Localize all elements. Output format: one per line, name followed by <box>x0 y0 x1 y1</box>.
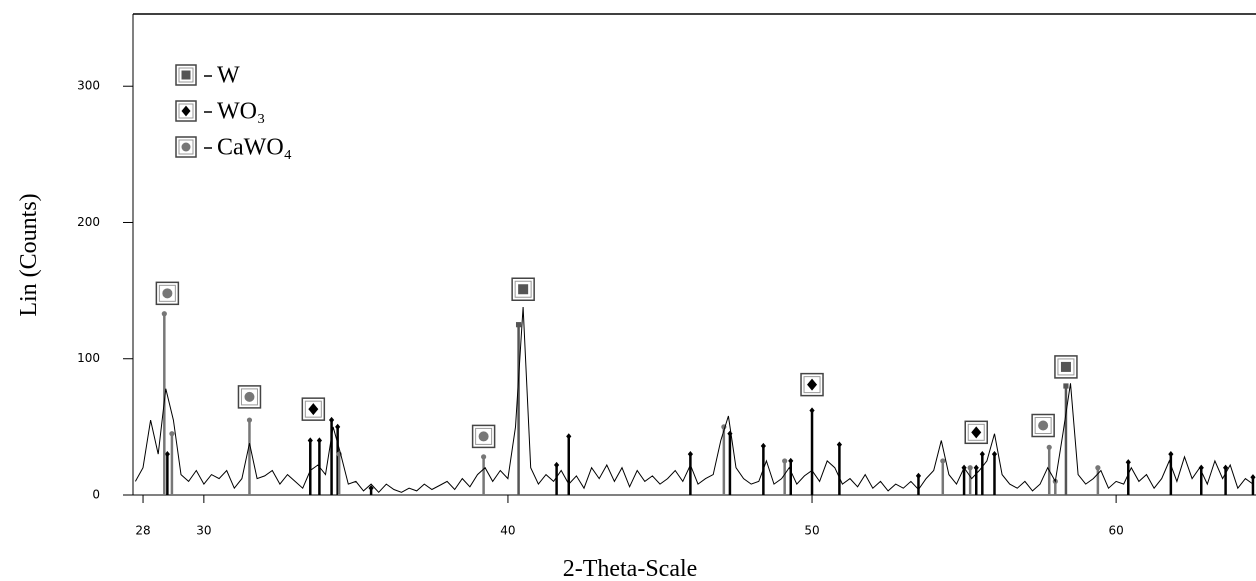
marker-diamond <box>836 441 842 448</box>
marker-diamond <box>308 403 319 416</box>
marker-diamond <box>971 426 982 439</box>
marker-circle <box>1046 444 1052 450</box>
legend-label: W <box>217 63 240 89</box>
marker-diamond <box>335 423 341 430</box>
marker-square <box>1060 361 1071 372</box>
marker-diamond <box>809 407 815 414</box>
marker-circle <box>481 454 487 460</box>
marker-diamond <box>807 378 818 391</box>
marker-diamond <box>328 416 335 424</box>
peak-annotation-inner <box>158 284 176 302</box>
marker-diamond <box>1168 451 1174 458</box>
marker-circle <box>967 465 973 471</box>
x-tick-label: 50 <box>804 524 819 538</box>
peak-annotation-inner <box>1057 358 1075 376</box>
marker-diamond <box>973 464 979 471</box>
marker-diamond <box>566 433 572 440</box>
legend-box-inner <box>178 67 194 83</box>
marker-circle <box>940 458 946 464</box>
marker-diamond <box>1222 464 1229 471</box>
marker-diamond <box>979 451 985 458</box>
legend-box-inner <box>178 103 194 119</box>
legend-label: CaWO₄ <box>217 135 292 161</box>
marker-square <box>515 322 522 328</box>
peak-annotation-inner <box>475 427 493 445</box>
peak-annotation-inner <box>1034 417 1052 435</box>
marker-diamond <box>368 485 374 492</box>
marker-diamond <box>687 451 693 458</box>
marker-diamond <box>991 451 998 458</box>
marker-diamond <box>553 461 560 469</box>
marker-diamond <box>727 430 733 437</box>
marker-diamond <box>181 105 191 117</box>
legend-label: WO₃ <box>217 99 265 125</box>
marker-diamond <box>1125 459 1131 466</box>
legend-box-inner <box>178 139 194 155</box>
x-tick-label: 28 <box>135 524 150 538</box>
peak-annotation-inner <box>304 400 322 418</box>
x-tick-label: 30 <box>196 524 211 538</box>
peak-annotation-inner <box>967 423 985 441</box>
y-axis-title: Lin (Counts) <box>16 193 42 316</box>
peak-annotation-inner <box>514 280 532 298</box>
y-tick-label: 300 <box>77 79 100 93</box>
marker-circle <box>782 458 788 464</box>
marker-diamond <box>1250 474 1256 481</box>
peak-annotation-inner <box>240 388 258 406</box>
marker-circle <box>246 417 253 423</box>
marker-diamond <box>760 442 766 450</box>
marker-circle <box>1095 465 1101 471</box>
marker-diamond <box>307 437 313 444</box>
marker-circle <box>181 142 191 152</box>
marker-diamond <box>788 457 794 465</box>
marker-diamond <box>164 451 170 458</box>
marker-circle <box>478 431 489 442</box>
y-tick-label: 0 <box>92 488 100 502</box>
peak-annotation-inner <box>803 376 821 394</box>
x-axis-title: 2-Theta-Scale <box>563 556 698 581</box>
marker-circle <box>161 311 167 317</box>
x-tick-label: 40 <box>500 524 515 538</box>
marker-square <box>1063 383 1069 389</box>
marker-diamond <box>915 472 922 480</box>
marker-circle <box>1038 420 1049 431</box>
y-tick-label: 100 <box>77 351 100 365</box>
marker-square <box>518 284 529 295</box>
marker-circle <box>169 431 175 437</box>
marker-diamond <box>316 437 323 444</box>
x-tick-label: 60 <box>1108 524 1123 538</box>
marker-square <box>181 70 191 80</box>
marker-circle <box>244 391 255 402</box>
y-tick-label: 200 <box>77 215 100 229</box>
diffraction-trace <box>134 306 1254 494</box>
marker-circle <box>162 288 173 299</box>
